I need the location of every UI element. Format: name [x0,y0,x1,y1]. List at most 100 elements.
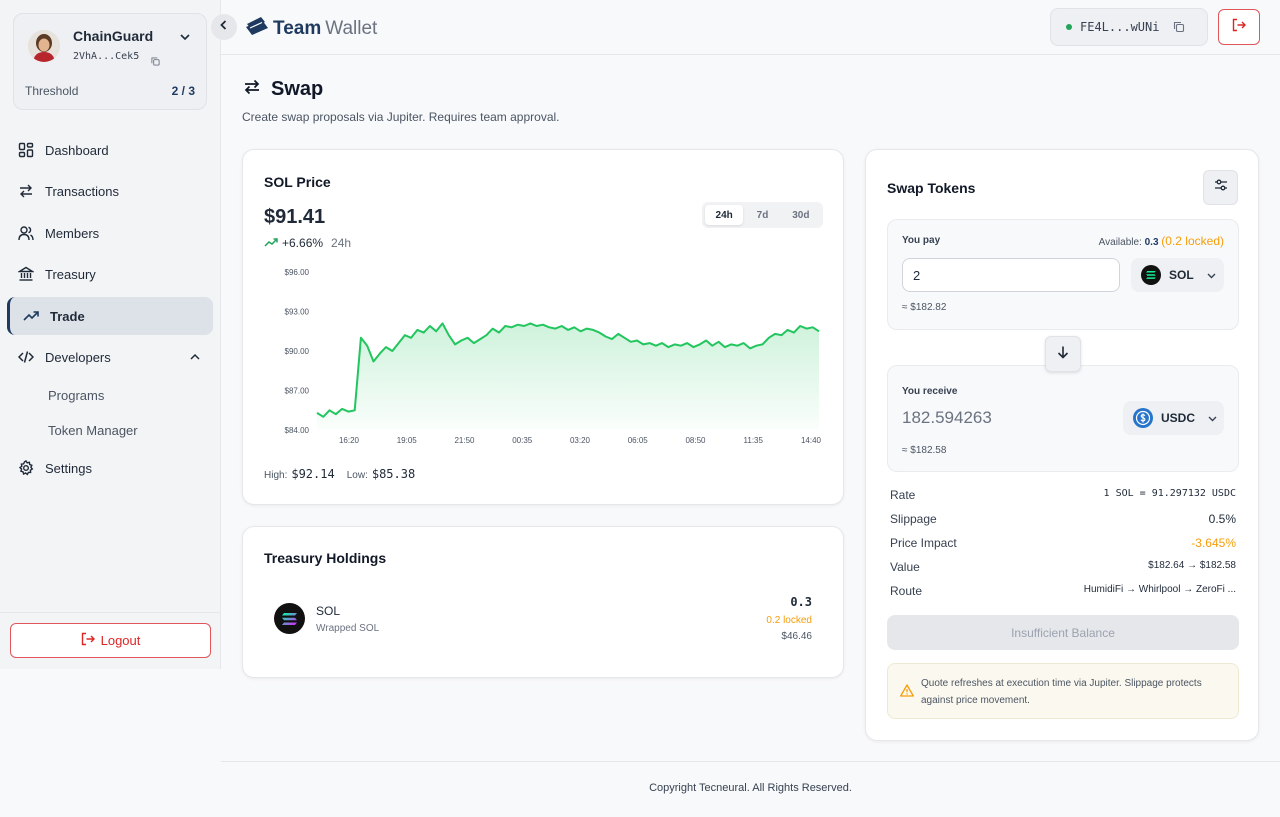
chevron-down-icon[interactable] [178,30,192,49]
usdc-token-icon [1133,408,1153,428]
chevron-up-icon[interactable] [189,351,201,366]
chevron-down-icon [1207,413,1218,424]
available-label: Available: [1098,237,1142,248]
chevron-left-icon [218,18,230,36]
pay-token-symbol: SOL [1169,268,1194,282]
sidebar-item-label: Developers [45,349,111,365]
x-tick-label: 16:20 [339,436,360,445]
trend-icon [23,308,39,324]
y-tick-label: $96.00 [285,268,310,277]
gear-icon [18,460,34,476]
bank-icon [18,266,34,282]
price-impact-label: Price Impact [890,536,957,550]
pay-amount-input[interactable] [902,258,1120,292]
sidebar-item-label: Transactions [45,183,119,199]
quote-note: Quote refreshes at execution time via Ju… [887,663,1239,719]
value-value: $182.64 → $182.58 [1148,560,1236,571]
sidebar-item-developers[interactable]: Developers [7,338,213,376]
swap-settings-button[interactable] [1203,170,1238,205]
warning-icon [900,684,914,702]
sidebar-item-members[interactable]: Members [7,214,213,252]
copy-icon[interactable] [151,53,160,71]
collapse-sidebar-button[interactable] [211,14,237,40]
route-value: HumidiFi → Whirlpool → ZeroFi ... [1083,584,1236,595]
price-card: SOL Price $91.41 +6.66% 24h 24h 7d 30d $… [242,149,844,505]
holding-amount: 0.3 [790,595,812,609]
holdings-card: Treasury Holdings SOL Wrapped SOL 0.3 0.… [242,526,844,678]
swap-title: Swap Tokens [887,180,976,196]
sidebar-item-label: Trade [50,308,85,324]
holding-name: Wrapped SOL [316,623,380,634]
range-tabs: 24h 7d 30d [702,202,823,228]
status-dot [1066,24,1072,30]
receive-section: You receive 182.594263 USDC ≈ $182.58 [887,365,1239,472]
footer-copyright: Copyright Tecneural. All Rights Reserved… [649,782,852,794]
low-value: $85.38 [371,467,416,481]
sidebar-item-transactions[interactable]: Transactions [7,172,213,210]
range-tab-30d[interactable]: 30d [792,209,810,221]
connected-wallet[interactable]: FE4L...wUNi [1050,8,1208,46]
app-logo[interactable]: Team Wallet [245,16,377,41]
sidebar-divider [0,612,221,613]
sidebar-subitem-token-manager[interactable]: Token Manager [48,423,138,438]
slippage-label: Slippage [890,512,937,526]
swap-arrows-icon [243,78,261,101]
receive-amount: 182.594263 [902,408,992,427]
sidebar-item-settings[interactable]: Settings [7,449,213,487]
y-tick-label: $84.00 [285,426,310,435]
pay-section: You pay Available: 0.3 (0.2 locked) SOL … [887,219,1239,330]
pay-label: You pay [902,235,941,246]
sliders-icon [1214,178,1228,197]
copy-icon[interactable] [1173,21,1185,33]
logout-icon [81,632,95,649]
available-locked: (0.2 locked) [1161,234,1224,248]
price-card-title: SOL Price [264,174,331,190]
swap-direction-button[interactable] [1045,336,1081,372]
x-tick-label: 11:35 [744,436,764,445]
pay-token-select[interactable]: SOL [1131,258,1224,292]
slippage-value: 0.5% [1208,512,1236,526]
receive-token-select[interactable]: USDC [1123,401,1224,435]
logo-text-strong: Team [273,17,322,39]
sidebar-item-label: Settings [45,460,92,476]
logout-button[interactable]: Logout [10,623,211,658]
header-divider [221,54,1280,55]
sidebar-item-label: Members [45,225,100,241]
sidebar-item-treasury[interactable]: Treasury [7,255,213,293]
footer-divider [221,761,1280,762]
users-icon [18,225,34,241]
route-label: Route [890,584,923,598]
rate-value: 1 SOL = 91.297132 USDC [1103,488,1236,499]
high-low: High: $92.14 Low: $85.38 [264,467,415,481]
dashboard-icon [18,142,34,158]
value-row: Value $182.64 → $182.58 [890,560,1236,574]
range-tab-24h[interactable]: 24h [705,205,744,225]
range-tab-7d[interactable]: 7d [756,209,769,221]
holding-symbol: SOL [316,604,341,618]
submit-swap-button[interactable]: Insufficient Balance [887,615,1239,650]
available-value: 0.3 [1144,237,1159,248]
rate-row: Rate 1 SOL = 91.297132 USDC [890,488,1236,502]
change-percent: +6.66% [282,236,324,250]
sidebar-subitem-programs[interactable]: Programs [48,388,105,403]
account-card[interactable]: ChainGuard 2VhA...Cek5 Threshold 2 / 3 [13,13,207,110]
x-tick-label: 06:05 [628,436,649,445]
receive-label: You receive [902,386,958,397]
price-line [316,322,820,418]
x-tick-label: 03:20 [570,436,591,445]
sidebar-item-trade[interactable]: Trade [7,297,213,335]
arrow-down-icon [1056,345,1070,364]
sidebar-item-dashboard[interactable]: Dashboard [7,131,213,169]
price-change: +6.66% 24h [264,236,351,250]
holding-locked: 0.2 locked [766,615,812,626]
chevron-down-icon [1206,270,1217,281]
wallet-address: FE4L...wUNi [1080,20,1160,34]
disconnect-button[interactable] [1218,9,1260,45]
sol-token-icon [274,603,305,634]
y-tick-label: $93.00 [285,308,310,317]
account-address: 2VhA...Cek5 [73,51,140,62]
price-area [317,323,819,430]
arrows-icon [18,183,34,199]
change-period: 24h [331,236,352,250]
high-label: High: [264,470,288,481]
